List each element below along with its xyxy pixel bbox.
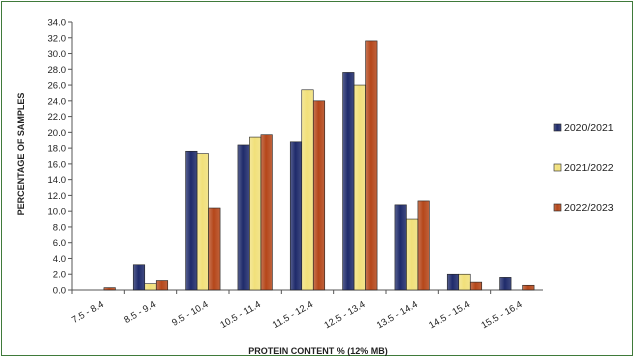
- legend: 2020/2021 2021/2022 2022/2023: [553, 122, 614, 214]
- bar: [469, 281, 483, 291]
- y-tick-label: 24.0: [48, 96, 67, 107]
- bar: [301, 89, 314, 291]
- x-tick-label: 10.5 - 11.4: [218, 299, 262, 331]
- y-tick-label: 34.0: [48, 18, 67, 29]
- y-tick-label: 26.0: [48, 81, 67, 92]
- y-tick-label: 2.0: [53, 270, 66, 281]
- bar: [249, 136, 262, 291]
- x-tick-label: 14.5 - 15.4: [427, 299, 472, 331]
- y-tick-label: 18.0: [48, 144, 67, 155]
- bar: [365, 40, 378, 291]
- legend-swatch: [553, 203, 562, 212]
- y-tick-label: 16.0: [48, 159, 67, 170]
- bar: [417, 200, 430, 291]
- x-tick-label: 8.5 - 9.4: [122, 299, 158, 326]
- y-tick-label: 10.0: [48, 207, 67, 218]
- bar: [103, 287, 116, 291]
- y-axis: 0.0 2.0 4.0 6.0 8.0 10.0 12.0 14.0 16.0 18.0 20.0 2…: [48, 18, 73, 297]
- y-tick-label: 30.0: [48, 49, 67, 60]
- bar: [499, 277, 512, 291]
- y-tick-label: 12.0: [48, 191, 67, 202]
- legend-label: 2022/2023: [564, 202, 614, 214]
- y-tick-label: 14.0: [48, 175, 67, 186]
- y-tick-label: 4.0: [53, 254, 66, 265]
- legend-label: 2021/2022: [564, 162, 614, 174]
- y-tick-label: 28.0: [48, 65, 67, 76]
- x-tick-label: 12.5 - 13.4: [322, 299, 367, 331]
- y-tick-label: 32.0: [48, 33, 67, 44]
- y-tick-label: 22.0: [48, 112, 67, 123]
- bar: [289, 141, 303, 291]
- x-tick-label: 13.5 - 14.4: [375, 299, 420, 331]
- bar: [132, 264, 146, 291]
- x-axis-title: PROTEIN CONTENT % (12% MB): [248, 346, 388, 356]
- bar: [342, 72, 355, 291]
- legend-label: 2020/2021: [564, 122, 614, 134]
- x-tick-label: 15.5 - 16.4: [479, 299, 524, 331]
- bar: [260, 134, 273, 291]
- y-axis-title: PERCENTAGE OF SAMPLES: [16, 93, 26, 216]
- legend-swatch: [553, 123, 562, 132]
- bar: [185, 150, 198, 291]
- x-tick-label: 9.5 - 10.4: [170, 299, 210, 329]
- y-tick-label: 8.0: [53, 222, 66, 233]
- bar: [406, 218, 419, 291]
- bar: [208, 207, 221, 291]
- bar: [144, 283, 157, 291]
- bar: [522, 284, 535, 291]
- bar: [394, 204, 407, 291]
- y-tick-label: 0.0: [53, 286, 66, 297]
- x-tick-label: 11.5 - 12.4: [271, 299, 315, 331]
- bar: [458, 273, 471, 291]
- bars: [103, 40, 535, 291]
- x-tick-label: 7.5 - 8.4: [70, 299, 106, 326]
- y-tick-label: 20.0: [48, 128, 67, 139]
- bar: [155, 280, 169, 291]
- bar: [237, 144, 250, 291]
- legend-swatch: [553, 163, 562, 172]
- x-axis: 7.5 - 8.4 8.5 - 9.4 9.5 - 10.4 10.5 - 11.4 1…: [70, 289, 543, 331]
- bar: [312, 100, 326, 291]
- bar: [196, 153, 209, 291]
- y-tick-label: 6.0: [53, 238, 66, 249]
- bar: [353, 84, 366, 291]
- bar: [446, 273, 460, 291]
